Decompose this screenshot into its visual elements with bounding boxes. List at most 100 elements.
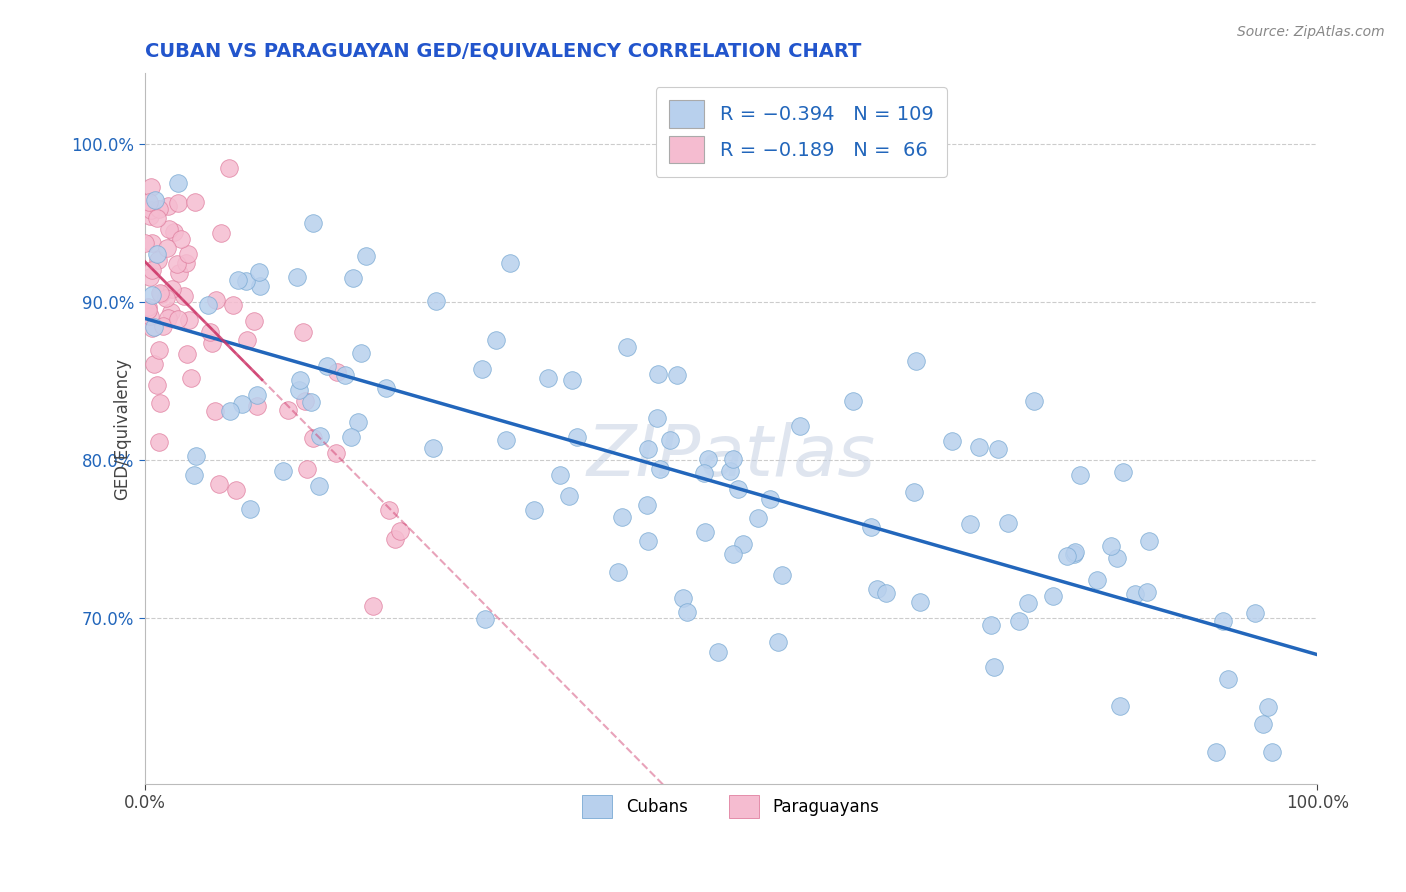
Point xyxy=(218,403,240,417)
Point xyxy=(299,395,322,409)
Point xyxy=(333,368,356,382)
Point xyxy=(285,270,308,285)
Point xyxy=(167,196,190,211)
Point xyxy=(766,635,789,649)
Point xyxy=(138,303,160,318)
Point xyxy=(176,347,198,361)
Point xyxy=(987,442,1010,456)
Point xyxy=(235,334,257,348)
Point xyxy=(759,491,782,506)
Point xyxy=(141,262,163,277)
Point xyxy=(471,362,494,376)
Point xyxy=(174,256,197,270)
Point xyxy=(908,595,931,609)
Point xyxy=(1136,585,1159,599)
Point xyxy=(142,357,165,371)
Point xyxy=(637,533,659,548)
Point xyxy=(156,199,179,213)
Point xyxy=(903,485,925,500)
Point xyxy=(226,273,249,287)
Point xyxy=(197,298,219,312)
Point xyxy=(676,606,699,620)
Point xyxy=(152,318,174,333)
Point xyxy=(1257,699,1279,714)
Point xyxy=(239,502,262,516)
Point xyxy=(983,659,1005,673)
Point xyxy=(647,410,669,425)
Point xyxy=(145,246,167,260)
Point xyxy=(177,247,200,261)
Point xyxy=(1244,606,1267,620)
Point xyxy=(186,449,208,463)
Point xyxy=(183,468,205,483)
Point xyxy=(157,221,180,235)
Point xyxy=(384,532,406,546)
Point xyxy=(1099,539,1122,553)
Point xyxy=(1042,589,1064,603)
Point xyxy=(350,346,373,360)
Point xyxy=(134,236,156,251)
Point xyxy=(1022,394,1045,409)
Point xyxy=(1008,615,1031,629)
Point xyxy=(474,612,496,626)
Point xyxy=(201,335,224,350)
Point xyxy=(342,271,364,285)
Point xyxy=(204,404,226,418)
Point xyxy=(146,377,169,392)
Point xyxy=(495,433,517,447)
Point xyxy=(1216,672,1239,686)
Point xyxy=(179,313,201,327)
Point xyxy=(789,419,811,434)
Point xyxy=(301,431,323,445)
Point xyxy=(160,305,183,319)
Point xyxy=(155,241,177,255)
Point xyxy=(1212,614,1234,628)
Point xyxy=(157,310,180,325)
Point xyxy=(557,489,579,503)
Point xyxy=(325,446,347,460)
Text: Source: ZipAtlas.com: Source: ZipAtlas.com xyxy=(1237,25,1385,39)
Text: CUBAN VS PARAGUAYAN GED/EQUIVALENCY CORRELATION CHART: CUBAN VS PARAGUAYAN GED/EQUIVALENCY CORR… xyxy=(145,42,860,61)
Point xyxy=(302,216,325,230)
Point xyxy=(1261,745,1284,759)
Point xyxy=(718,464,741,478)
Point xyxy=(271,464,294,478)
Point xyxy=(666,368,689,382)
Point xyxy=(308,429,330,443)
Point xyxy=(636,498,658,512)
Point xyxy=(225,483,247,497)
Point xyxy=(218,161,240,175)
Point xyxy=(1109,698,1132,713)
Point xyxy=(209,226,232,240)
Point xyxy=(1056,549,1078,563)
Point xyxy=(1063,548,1085,562)
Point xyxy=(692,466,714,480)
Point xyxy=(860,520,883,534)
Point xyxy=(733,537,755,551)
Point xyxy=(308,479,330,493)
Point xyxy=(243,314,266,328)
Point xyxy=(246,399,269,413)
Point xyxy=(1205,745,1227,759)
Point xyxy=(170,232,193,246)
Point xyxy=(231,397,253,411)
Point xyxy=(363,599,385,613)
Point xyxy=(249,265,271,279)
Point xyxy=(658,433,681,447)
Point xyxy=(149,396,172,410)
Point xyxy=(155,291,177,305)
Point xyxy=(136,300,159,314)
Point xyxy=(905,354,928,368)
Point xyxy=(425,293,447,308)
Point xyxy=(138,195,160,210)
Point xyxy=(561,373,583,387)
Point xyxy=(347,415,370,429)
Point xyxy=(294,393,316,408)
Point xyxy=(198,326,221,340)
Point xyxy=(292,325,315,339)
Point xyxy=(354,249,377,263)
Point xyxy=(149,285,172,300)
Point xyxy=(148,343,170,358)
Point xyxy=(721,547,744,561)
Point xyxy=(149,286,172,301)
